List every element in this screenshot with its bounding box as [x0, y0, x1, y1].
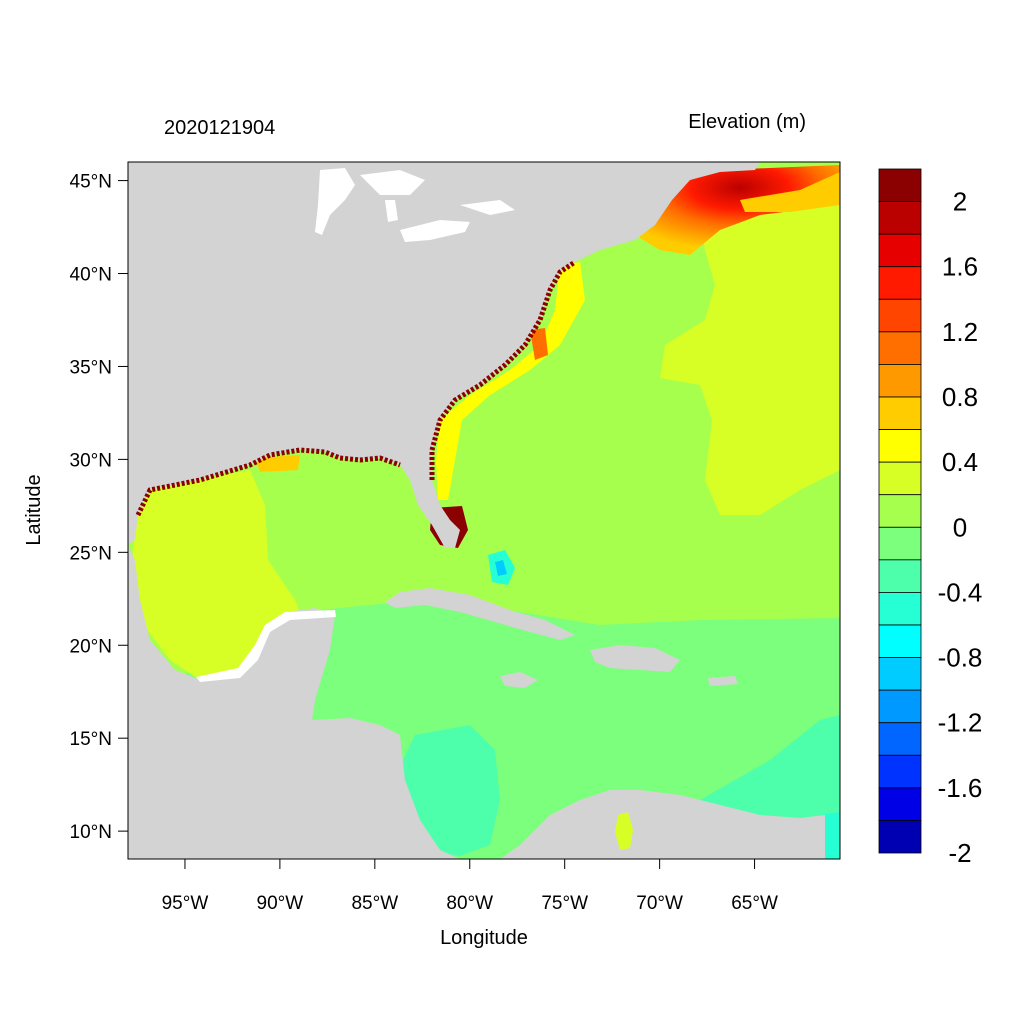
lon-tick-label: 85°W — [351, 893, 398, 914]
colorbar-swatch — [878, 526, 922, 561]
colorbar-swatch — [878, 396, 922, 430]
colorbar-swatch — [878, 266, 922, 300]
lon-tick-label: 90°W — [257, 893, 304, 914]
lon-tick-label: 65°W — [731, 893, 778, 914]
atlantic-coast-surge-fringe — [429, 259, 577, 480]
cuba-land — [385, 588, 575, 640]
colorbar-swatch — [878, 429, 922, 463]
colorbar-swatch — [878, 820, 922, 854]
lon-tick-label: 95°W — [162, 893, 209, 914]
colorbar-label: 2 — [953, 187, 967, 217]
colorbar-swatch — [878, 168, 922, 202]
colorbar-label: -2 — [948, 838, 971, 868]
louisiana-coastal-surge — [255, 455, 300, 472]
colorbar: 2 1.6 1.2 0.8 0.4 0 -0.4 -0.8 -1.2 -1.6 -2 — [878, 168, 983, 868]
trinidad-cyan-patch — [822, 812, 840, 859]
colorbar-label: -1.6 — [938, 773, 983, 803]
colorbar-label: 0.4 — [942, 447, 978, 477]
colorbar-swatch — [878, 689, 922, 724]
jamaica-land — [500, 672, 538, 688]
bahamas-lower — [495, 560, 507, 576]
colorbar-swatch — [878, 233, 922, 268]
nova-scotia-yellow — [740, 172, 840, 212]
caribbean-low-patch-west — [398, 725, 500, 856]
colorbar-label: -0.4 — [938, 577, 983, 607]
colorbar-swatch — [878, 494, 922, 528]
colorbar-swatch — [878, 624, 922, 658]
colorbar-swatch — [878, 657, 922, 691]
hispaniola-land — [590, 645, 680, 672]
lon-tick-label: 75°W — [541, 893, 588, 914]
gulf-of-maine-high — [640, 165, 840, 255]
colorbar-label: -0.8 — [938, 643, 983, 673]
longitude-axis: 95°W 90°W 85°W 80°W 75°W 70°W 65°W — [162, 859, 778, 914]
south-america-land — [500, 790, 825, 859]
colorbar-swatch — [878, 364, 922, 398]
atlantic-east-region — [660, 200, 840, 515]
colorbar-label: 0.8 — [942, 382, 978, 412]
colorbar-swatch — [878, 461, 922, 496]
lat-tick-label: 40°N — [70, 265, 112, 286]
lat-tick-label: 20°N — [70, 636, 112, 657]
x-axis-label: Longitude — [440, 927, 528, 949]
colorbar-label: 1.2 — [942, 317, 978, 347]
colorbar-swatch — [878, 201, 922, 235]
variable-title: Elevation (m) — [688, 111, 806, 133]
mexico-central-america-land — [128, 545, 460, 859]
lat-tick-label: 15°N — [70, 729, 112, 750]
lat-tick-label: 25°N — [70, 543, 112, 564]
hatteras-orange — [530, 328, 548, 360]
colorbar-swatch — [878, 787, 922, 821]
lon-tick-label: 70°W — [636, 893, 683, 914]
colorbar-swatch — [878, 722, 922, 756]
lake-maracaibo — [615, 812, 633, 850]
colorbar-swatch — [878, 754, 922, 789]
colorbar-label: 1.6 — [942, 252, 978, 282]
y-axis-label: Latitude — [23, 474, 45, 545]
great-lakes — [315, 168, 515, 242]
latitude-axis: 45°N 40°N 35°N 30°N 25°N 20°N 15°N 10°N — [70, 172, 128, 843]
lat-tick-label: 10°N — [70, 822, 112, 843]
lat-tick-label: 30°N — [70, 450, 112, 471]
yucatan-coast-strip — [196, 610, 336, 682]
gulf-west-region — [132, 470, 300, 680]
colorbar-swatch — [878, 559, 922, 593]
map-frame — [127, 161, 841, 860]
map-plot-area — [128, 162, 840, 859]
timestamp-label: 2020121904 — [164, 117, 275, 139]
colorbar-label: -1.2 — [938, 708, 983, 738]
lat-tick-label: 45°N — [70, 172, 112, 193]
colorbar-swatch — [878, 298, 922, 333]
lon-tick-label: 80°W — [446, 893, 493, 914]
colorbar-swatch — [878, 592, 922, 626]
colorbar-swatch — [878, 331, 922, 365]
puerto-rico-land — [708, 676, 738, 686]
colorbar-label: 0 — [953, 512, 967, 542]
north-america-land — [128, 162, 760, 548]
east-coast-surge-band — [436, 262, 585, 500]
lat-tick-label: 35°N — [70, 357, 112, 378]
gulf-coast-surge-fringe — [135, 447, 401, 517]
